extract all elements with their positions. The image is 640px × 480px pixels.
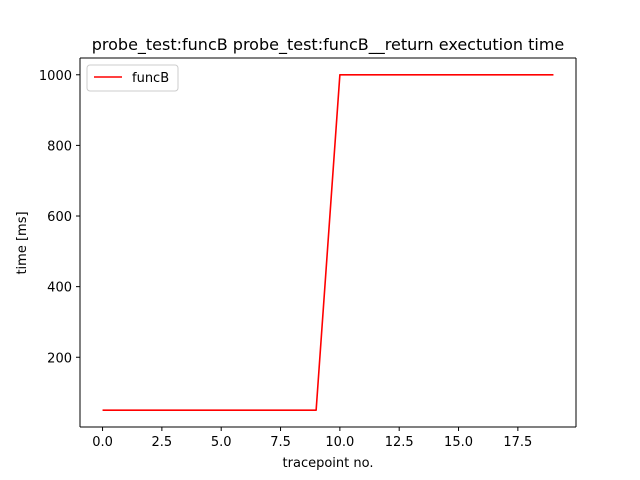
series-line-funcb bbox=[102, 73, 554, 412]
legend-label-funcb: funcB bbox=[132, 71, 169, 86]
x-tick-label: 10.0 bbox=[325, 435, 354, 450]
legend: funcB bbox=[86, 64, 179, 92]
x-tick-label: 5.0 bbox=[211, 435, 232, 450]
x-tick-label: 15.0 bbox=[444, 435, 473, 450]
y-tick-label: 200 bbox=[47, 351, 72, 366]
axes-frame bbox=[79, 57, 577, 428]
series-layer bbox=[102, 73, 554, 412]
legend-box bbox=[86, 64, 179, 92]
x-axis-ticks: 0.0 2.5 5.0 7.5 10.0 12.5 15.0 17.5 bbox=[92, 427, 532, 450]
y-tick-label: 600 bbox=[47, 210, 72, 225]
x-tick-label: 12.5 bbox=[385, 435, 414, 450]
x-tick-label: 17.5 bbox=[503, 435, 532, 450]
y-tick-label: 400 bbox=[47, 281, 72, 296]
x-axis-label: tracepoint no. bbox=[283, 456, 374, 471]
chart-title: probe_test:funcB probe_test:funcB__retur… bbox=[92, 35, 565, 55]
x-tick-label: 7.5 bbox=[270, 435, 291, 450]
y-tick-label: 1000 bbox=[39, 69, 72, 84]
y-axis-label: time [ms] bbox=[15, 211, 30, 274]
y-axis-ticks: 200 400 600 800 1000 bbox=[39, 69, 80, 366]
y-tick-label: 800 bbox=[47, 139, 72, 154]
x-tick-label: 0.0 bbox=[92, 435, 113, 450]
x-tick-label: 2.5 bbox=[152, 435, 173, 450]
